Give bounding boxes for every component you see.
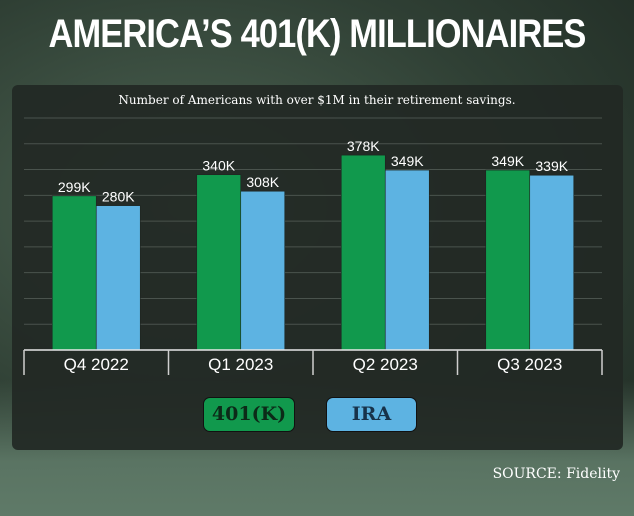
source-note: SOURCE: Fidelity bbox=[492, 466, 620, 482]
legend-ira: IRA bbox=[326, 397, 417, 432]
bar-401k bbox=[196, 174, 242, 351]
chart-title: AMERICA’S 401(K) MILLIONAIRES bbox=[48, 12, 587, 56]
bar-401k bbox=[485, 169, 531, 351]
data-label: 340K bbox=[202, 158, 235, 174]
x-tick-label: Q1 2023 bbox=[208, 355, 273, 374]
x-tick-label: Q3 2023 bbox=[497, 355, 562, 374]
data-label: 280K bbox=[102, 189, 135, 205]
bar-ira bbox=[240, 190, 286, 351]
data-label: 349K bbox=[391, 153, 424, 169]
legend-401k: 401(K) bbox=[203, 397, 295, 432]
bar-ira bbox=[95, 205, 141, 351]
bar-ira bbox=[384, 169, 430, 351]
data-label: 378K bbox=[347, 138, 380, 154]
data-label: 349K bbox=[491, 153, 524, 169]
bar-401k bbox=[51, 195, 97, 351]
bar-401k bbox=[340, 154, 386, 351]
data-label: 299K bbox=[58, 179, 91, 195]
bar-ira bbox=[529, 174, 575, 351]
x-tick-label: Q2 2023 bbox=[353, 355, 418, 374]
x-tick-label: Q4 2022 bbox=[64, 355, 129, 374]
data-label: 339K bbox=[535, 158, 568, 174]
chart-subtitle: Number of Americans with over $1M in the… bbox=[118, 93, 516, 107]
data-label: 308K bbox=[246, 174, 279, 190]
